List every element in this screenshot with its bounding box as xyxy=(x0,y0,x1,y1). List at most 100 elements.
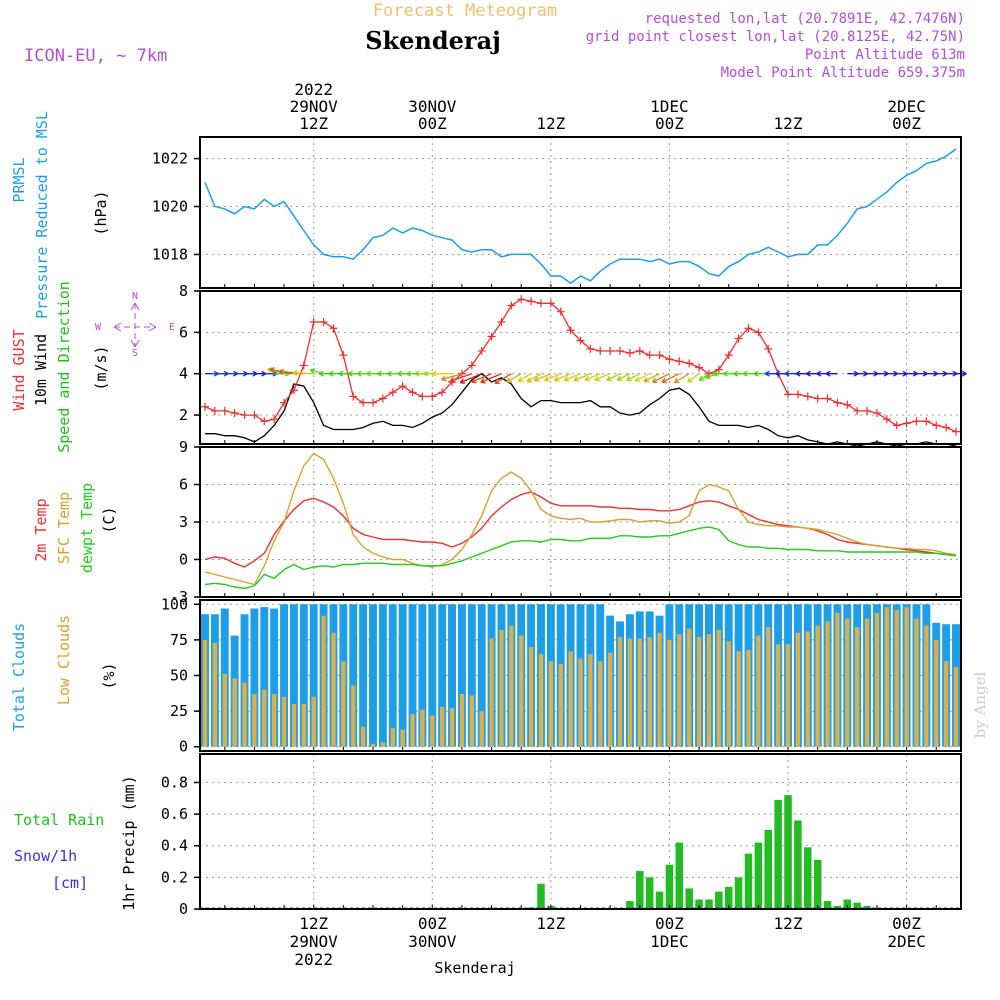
wind-gust-point xyxy=(517,295,526,304)
wind-gust-point xyxy=(418,392,427,401)
low-cloud-bar xyxy=(766,627,771,747)
rain-bar xyxy=(823,901,832,909)
total-cloud-bar xyxy=(309,604,318,747)
low-cloud-bar xyxy=(271,694,277,747)
wind-direction-arrow xyxy=(441,373,463,382)
rain-bar xyxy=(675,842,684,909)
wind-direction-arrow xyxy=(584,373,601,382)
low-cloud-bar xyxy=(894,609,899,747)
requested-coords: requested lon,lat (20.7891E, 42.7476N) xyxy=(645,11,965,27)
low-cloud-bar xyxy=(598,661,603,747)
snow-label: Snow/1h xyxy=(14,847,77,865)
low-cloud-bar xyxy=(528,647,534,747)
total-cloud-bar xyxy=(270,608,279,747)
low-cloud-bar xyxy=(420,709,425,747)
low-cloud-bar xyxy=(449,708,455,747)
y-tick-label: 6 xyxy=(179,323,188,341)
wind-direction-arrow xyxy=(916,370,928,377)
low-cloud-bar xyxy=(825,621,830,747)
pressure-label-1: PRMSL xyxy=(10,157,28,202)
wind-gust-point xyxy=(586,344,595,353)
low-cloud-bar xyxy=(746,649,751,747)
compass-east: E xyxy=(169,322,175,333)
wind-direction-arrow xyxy=(687,373,700,383)
wind-gust-point xyxy=(744,324,753,333)
wind-gust-point xyxy=(724,351,733,360)
wind-gust-point xyxy=(487,332,496,341)
wind-direction-arrow xyxy=(606,373,621,382)
low-cloud-bar xyxy=(775,644,781,747)
total-cloud-bar xyxy=(240,614,249,747)
wind-gust-label: Wind GUST xyxy=(10,329,28,410)
low-cloud-bar xyxy=(835,612,840,747)
wind-gust-point xyxy=(625,349,634,358)
wind-gust-point xyxy=(922,417,931,426)
low-cloud-bar xyxy=(687,628,692,747)
y-tick-label: 0.2 xyxy=(161,868,188,886)
wind-direction-arrow xyxy=(292,370,314,376)
wind-direction-arrow xyxy=(480,373,502,384)
bottom-time-label: 12Z xyxy=(536,914,565,933)
low-cloud-bar xyxy=(321,615,326,747)
rain-bar xyxy=(813,859,822,909)
low-cloud-bar xyxy=(558,664,563,747)
top-time-label: 1DEC xyxy=(650,97,689,116)
model-altitude: Model Point Altitude 659.375m xyxy=(721,65,965,81)
low-cloud-bar xyxy=(232,678,237,747)
top-time-label: 00Z xyxy=(418,114,447,133)
wind-gust-point xyxy=(872,408,881,417)
wind-direction-arrow xyxy=(857,370,868,377)
wind-direction-arrow xyxy=(643,373,660,383)
bottom-time-label: 00Z xyxy=(418,914,447,933)
wind-gust-point xyxy=(754,328,763,337)
low-cloud-bar xyxy=(509,625,514,747)
y-tick-label: 0 xyxy=(179,900,188,918)
rain-bar xyxy=(784,795,792,909)
pressure-unit: (hPa) xyxy=(92,190,110,235)
total-cloud-bar xyxy=(467,604,476,747)
low-cloud-bar xyxy=(341,661,346,747)
wind-gust-point xyxy=(734,334,743,343)
low-cloud-bar xyxy=(874,612,880,747)
y-tick-label: -3 xyxy=(170,588,188,606)
wind-direction-arrow xyxy=(431,370,453,377)
wind-gust-point xyxy=(329,324,338,333)
y-tick-label: 8 xyxy=(179,282,188,300)
rain-bar xyxy=(645,877,654,909)
low-cloud-bar xyxy=(815,625,820,747)
rain-bar xyxy=(537,883,545,909)
low-cloud-bar xyxy=(410,713,415,747)
wind-gust-point xyxy=(280,398,289,407)
wind-gust-point xyxy=(536,299,545,308)
low-cloud-bar xyxy=(736,651,741,747)
rain-bar xyxy=(685,888,693,909)
wind-gust-point xyxy=(220,406,229,415)
wind-direction-arrow xyxy=(673,373,690,384)
rain-bar xyxy=(754,842,763,909)
temp-panel-labels: 2m Temp SFC Temp dewpt Temp (C) xyxy=(32,483,118,573)
total-cloud-bar xyxy=(280,604,289,747)
wind-direction-arrow xyxy=(784,370,798,377)
wind-direction-arrow xyxy=(563,373,581,382)
temp-dewpt-line xyxy=(204,526,957,590)
total-cloud-bar xyxy=(289,604,298,747)
wind-gust-point xyxy=(398,382,407,391)
temp-sfc-label: SFC Temp xyxy=(55,492,73,564)
y-tick-label: 1022 xyxy=(152,150,188,168)
y-tick-label: 75 xyxy=(170,631,188,649)
low-cloud-bar xyxy=(430,715,435,747)
wind-gust-point xyxy=(388,388,397,397)
low-cloud-bar xyxy=(924,625,929,747)
wind-gust-point xyxy=(240,411,249,420)
pressure-panel-labels: PRMSL Pressure Reduced to MSL (hPa) xyxy=(10,111,110,319)
top-time-label: 12Z xyxy=(536,114,565,133)
rain-bar xyxy=(774,799,782,909)
wind-direction-arrow xyxy=(533,373,552,382)
total-rain-label: Total Rain xyxy=(14,811,104,829)
y-tick-label: 100 xyxy=(161,595,188,613)
low-cloud-bar xyxy=(459,694,465,747)
wind-gust-point xyxy=(882,415,891,424)
total-cloud-bar xyxy=(477,604,486,747)
